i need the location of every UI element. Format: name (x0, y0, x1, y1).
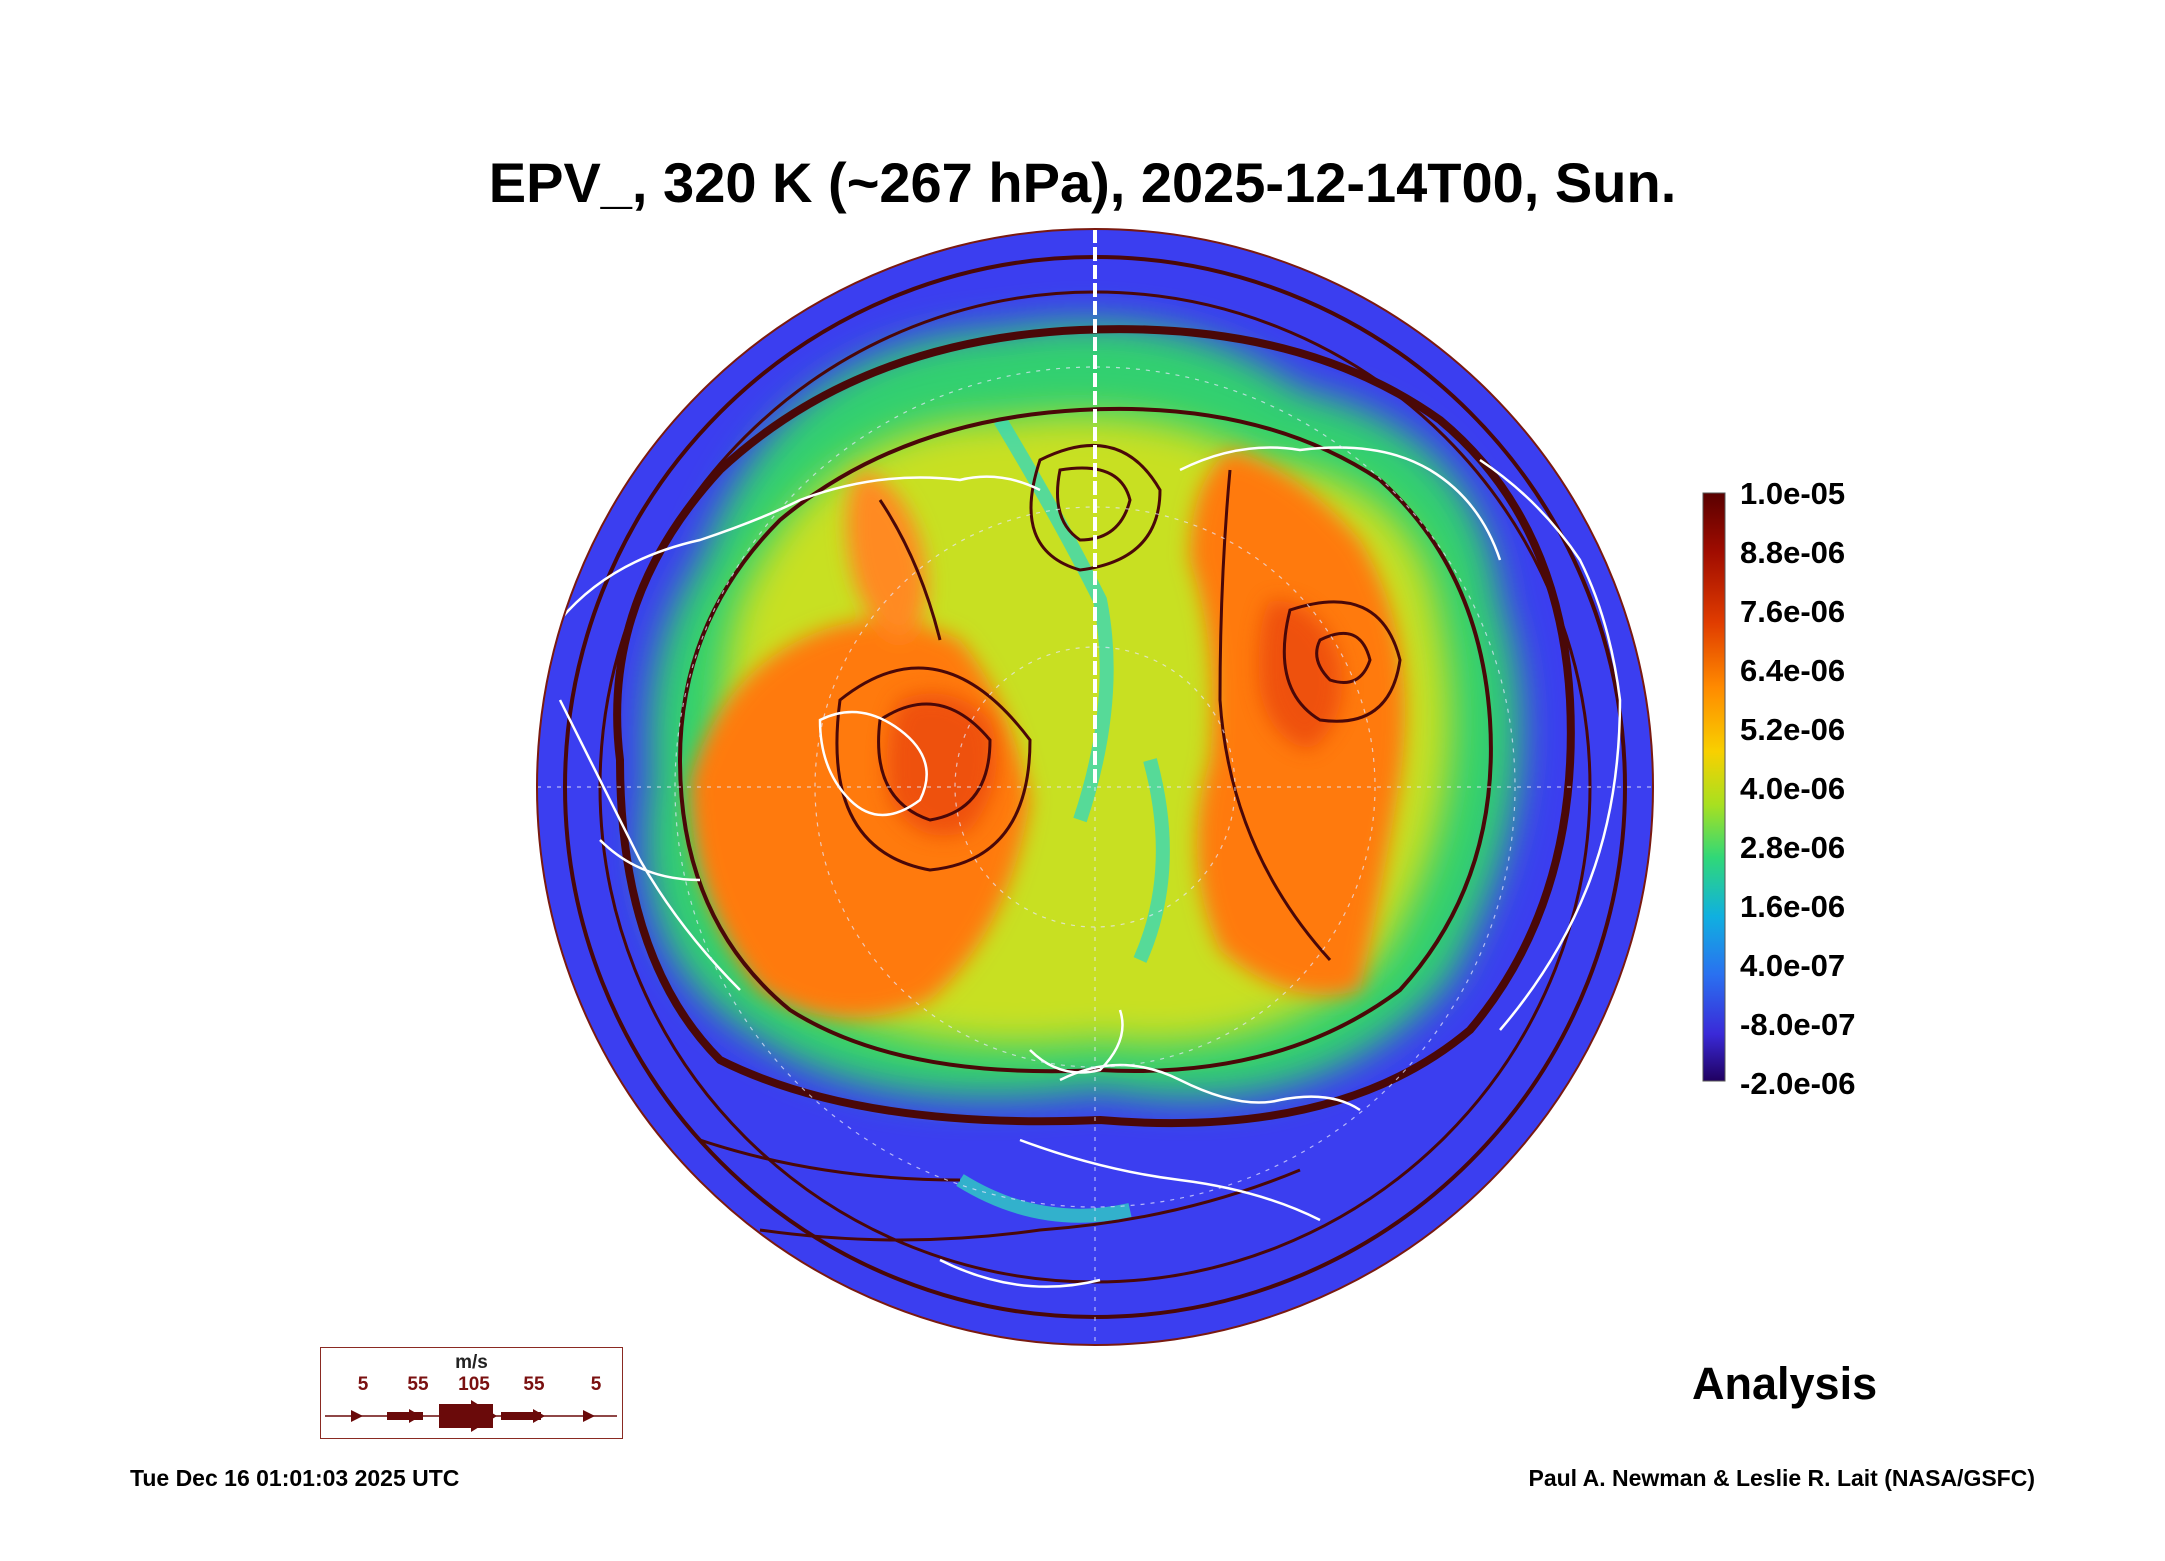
panel-label: Analysis (1692, 1358, 1878, 1409)
colorbar-label: 8.8e-06 (1740, 535, 1846, 570)
colorbar-label: 1.0e-05 (1740, 476, 1846, 511)
colorbar-label: -8.0e-07 (1740, 1007, 1856, 1042)
wind-legend-unit: m/s (455, 1352, 488, 1373)
colorbar-label: 1.6e-06 (1740, 889, 1846, 924)
coastlines (558, 446, 1622, 1288)
author-credit: Paul A. Newman & Leslie R. Lait (NASA/GS… (1528, 1465, 2035, 1491)
colorbar-label: 6.4e-06 (1740, 653, 1846, 688)
colorbar-label: 4.0e-07 (1740, 948, 1846, 983)
wind-legend-value: 105 (458, 1374, 490, 1395)
epv-field (537, 229, 1653, 1345)
colorbar-label: 7.6e-06 (1740, 594, 1846, 629)
wind-legend-value: 5 (357, 1374, 369, 1395)
colorbar-label: 5.2e-06 (1740, 712, 1846, 747)
colorbar-label: 4.0e-06 (1740, 771, 1846, 806)
wind-legend-arrow (325, 1400, 617, 1432)
colorbar-label: 2.8e-06 (1740, 830, 1846, 865)
wind-legend-value: 55 (523, 1374, 545, 1395)
colorbar-label: -2.0e-06 (1740, 1066, 1856, 1101)
colorbar (1702, 492, 1726, 1082)
wind-speed-legend: m/s 5 55 105 55 5 (320, 1347, 623, 1439)
wind-legend-value: 5 (590, 1374, 602, 1395)
wind-legend-value: 55 (407, 1374, 429, 1395)
generation-timestamp: Tue Dec 16 01:01:03 2025 UTC (130, 1465, 460, 1491)
plot-title: EPV_, 320 K (~267 hPa), 2025-12-14T00, S… (488, 151, 1677, 214)
